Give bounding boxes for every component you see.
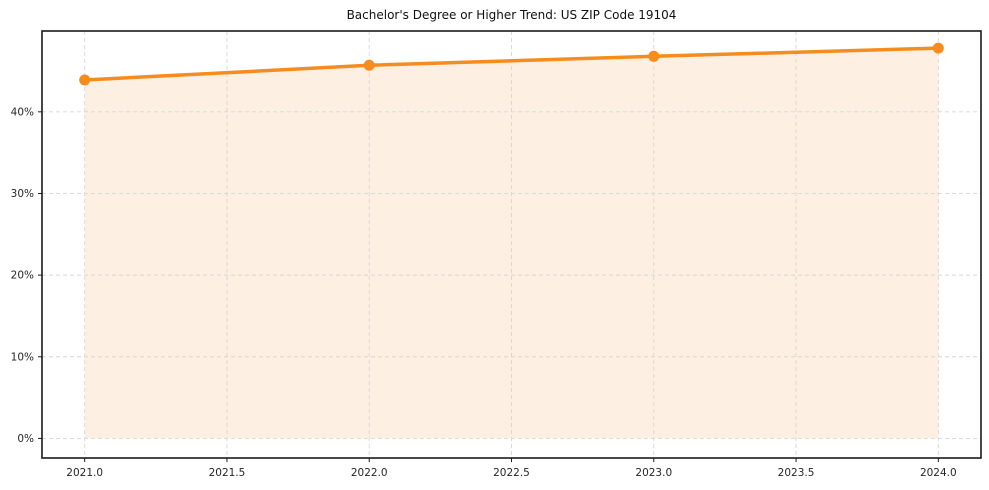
data-point-marker <box>932 42 944 54</box>
y-tick-label: 40% <box>11 106 34 118</box>
data-point-marker <box>363 59 375 71</box>
chart-title: Bachelor's Degree or Higher Trend: US ZI… <box>346 8 677 22</box>
x-tick-label: 2024.0 <box>920 467 957 479</box>
y-tick-label: 0% <box>17 433 34 445</box>
x-tick-label: 2021.5 <box>209 467 246 479</box>
data-point-marker <box>648 50 660 62</box>
data-point-marker <box>79 74 91 86</box>
y-tick-label: 30% <box>11 188 34 200</box>
trend-line <box>82 46 941 82</box>
x-tick-label: 2022.0 <box>351 467 388 479</box>
x-tick-label: 2022.5 <box>493 467 530 479</box>
y-tick-label: 10% <box>11 351 34 363</box>
y-tick-label: 20% <box>11 270 34 282</box>
x-tick-label: 2023.5 <box>778 467 815 479</box>
x-tick-label: 2021.0 <box>66 467 103 479</box>
x-tick-label: 2023.0 <box>635 467 672 479</box>
